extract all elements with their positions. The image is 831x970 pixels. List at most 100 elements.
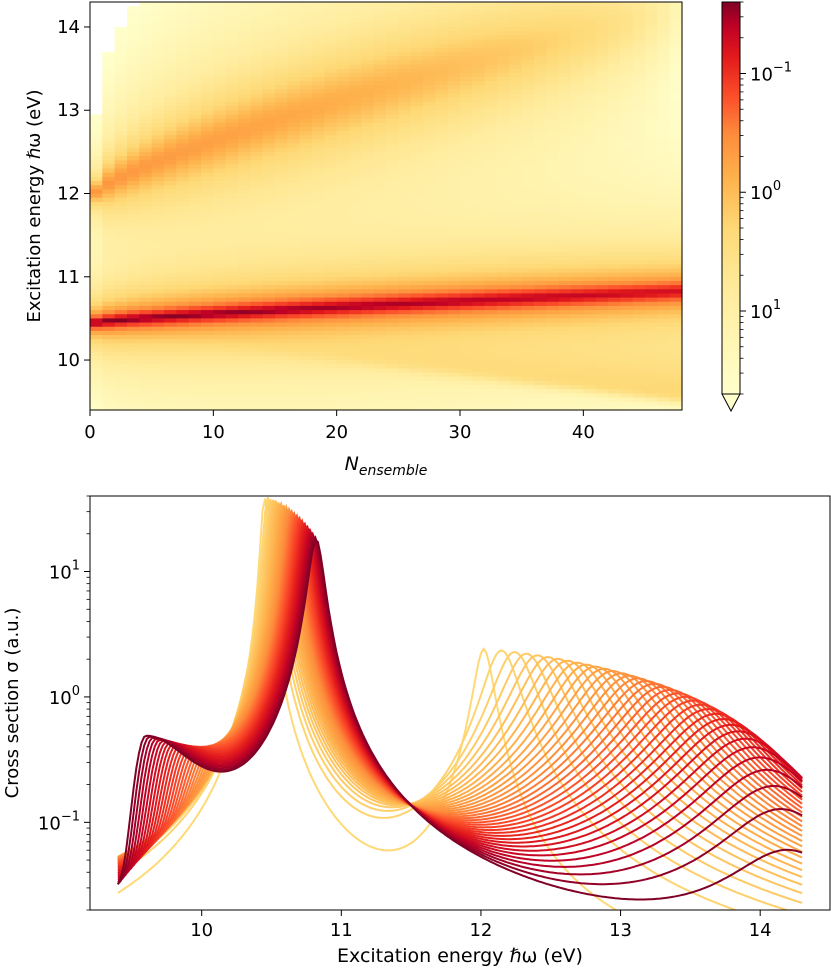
heatmap-cell (299, 389, 313, 394)
heatmap-cell (386, 230, 399, 236)
heatmap-cell (460, 47, 473, 53)
heatmap-cell (460, 393, 473, 399)
heatmap-cell (176, 264, 190, 270)
heatmap-cell (546, 322, 560, 328)
heatmap-cell (534, 64, 547, 70)
heatmap-cell (312, 230, 325, 236)
heatmap-cell (546, 151, 560, 157)
heatmap-cell (139, 26, 153, 32)
heatmap-cell (213, 347, 227, 353)
heatmap-cell (534, 355, 547, 361)
heatmap-cell (114, 372, 128, 378)
heatmap-cell (534, 31, 547, 36)
heatmap-cell (188, 85, 202, 91)
heatmap-cell (287, 156, 301, 161)
heatmap-cell (373, 297, 387, 303)
heatmap-cell (336, 318, 350, 324)
heatmap-cell (410, 322, 424, 328)
heatmap-cell (164, 164, 177, 170)
heatmap-cell (497, 68, 510, 74)
heatmap-cell (460, 51, 473, 57)
heatmap-cell (361, 226, 375, 232)
heatmap-cell (324, 22, 338, 28)
heatmap-cell (509, 151, 523, 157)
heatmap-cell (127, 318, 140, 324)
heatmap-cell (546, 164, 560, 170)
heatmap-cell (435, 289, 449, 295)
heatmap-cell (102, 305, 116, 311)
heatmap-cell (201, 401, 214, 407)
heatmap-cell (484, 401, 498, 407)
heatmap-cell (435, 31, 449, 36)
heatmap-cell (595, 18, 609, 24)
heatmap-cell (608, 89, 621, 95)
heatmap-cell (497, 22, 510, 28)
heatmap-cell (312, 60, 325, 66)
heatmap-cell (472, 347, 486, 353)
heatmap-cell (238, 389, 251, 394)
heatmap-cell (213, 114, 227, 120)
heatmap-cell (250, 355, 264, 361)
heatmap-cell (546, 26, 560, 32)
heatmap-cell (164, 326, 177, 332)
heatmap-cell (472, 318, 486, 324)
heatmap-cell (657, 255, 671, 261)
heatmap-cell (558, 301, 572, 307)
heatmap-cell (645, 301, 658, 307)
heatmap-cell (435, 251, 449, 257)
heatmap-cell (102, 243, 116, 249)
heatmap-cell (164, 310, 177, 315)
heatmap-cell (312, 218, 325, 224)
heatmap-cell (669, 360, 683, 365)
heatmap-cell (361, 222, 375, 228)
heatmap-cell (620, 293, 634, 299)
heatmap-cell (447, 26, 461, 32)
heatmap-cell (139, 181, 153, 186)
heatmap-cell (324, 106, 338, 111)
heatmap-cell (583, 368, 597, 374)
heatmap-cell (225, 135, 239, 140)
heatmap-cell (213, 389, 227, 394)
heatmap-cell (632, 343, 646, 349)
heatmap-cell (250, 93, 264, 99)
heatmap-cell (349, 143, 362, 149)
heatmap-cell (620, 201, 634, 207)
heatmap-cell (238, 176, 251, 182)
heatmap-cell (521, 101, 535, 107)
heatmap-cell (386, 193, 399, 199)
heatmap-cell (423, 131, 436, 136)
heatmap-cell (484, 285, 498, 290)
heatmap-cell (213, 222, 227, 228)
heatmap-cell (669, 22, 683, 28)
heatmap-cell (299, 218, 313, 224)
heatmap-cell (620, 68, 634, 74)
heatmap-cell (657, 201, 671, 207)
heatmap-cell (546, 314, 560, 319)
heatmap-cell (225, 289, 239, 295)
heatmap-cell (90, 264, 103, 270)
heatmap-cell (386, 376, 399, 382)
heatmap-cell (299, 297, 313, 303)
heatmap-cell (608, 322, 621, 328)
heatmap-cell (645, 76, 658, 82)
heatmap-cell (632, 189, 646, 195)
heatmap-cell (423, 405, 436, 411)
heatmap-cell (250, 351, 264, 357)
heatmap-cell (164, 156, 177, 161)
heatmap-cell (583, 197, 597, 203)
heatmap-cell (632, 268, 646, 274)
heatmap-cell (201, 85, 214, 91)
heatmap-cell (558, 355, 572, 361)
heatmap-cell (632, 14, 646, 20)
heatmap-cell (398, 351, 412, 357)
heatmap-cell (312, 222, 325, 228)
heatmap-cell (497, 322, 510, 328)
heatmap-cell (460, 6, 473, 11)
heatmap-cell (534, 189, 547, 195)
heatmap-cell (262, 31, 276, 36)
heatmap-cell (595, 106, 609, 111)
heatmap-cell (386, 139, 399, 145)
heatmap-cell (435, 276, 449, 282)
heatmap-cell (460, 243, 473, 249)
heatmap-cell (608, 51, 621, 57)
